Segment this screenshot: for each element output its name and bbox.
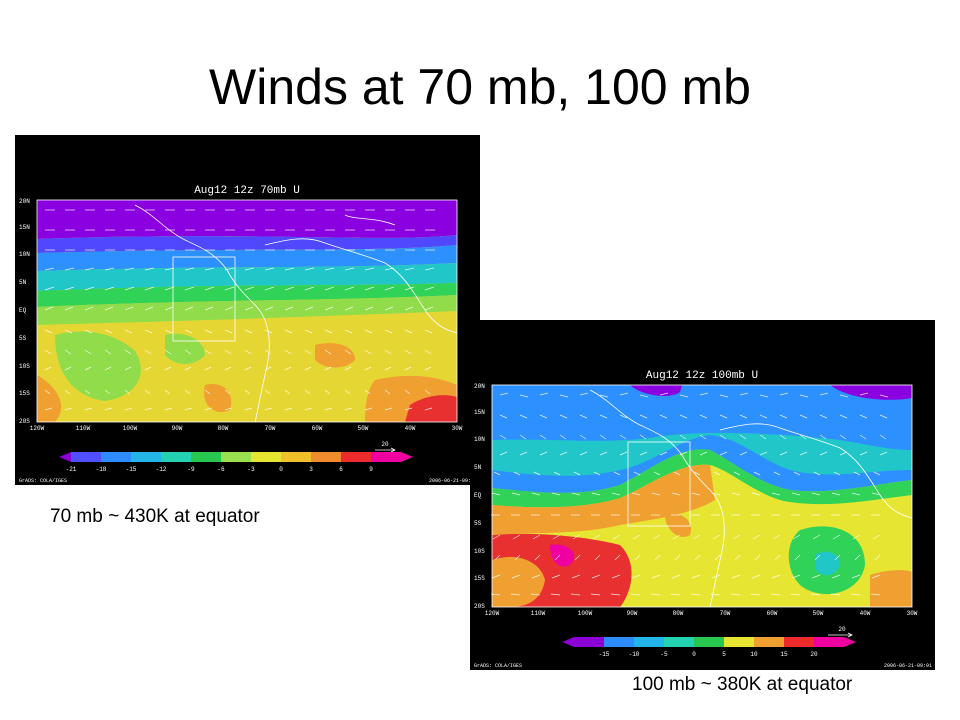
svg-text:5S: 5S	[19, 335, 27, 342]
svg-text:90W: 90W	[172, 425, 183, 432]
svg-text:60W: 60W	[767, 610, 778, 617]
svg-text:80W: 80W	[673, 610, 684, 617]
map-area	[490, 384, 913, 608]
svg-text:15: 15	[780, 651, 788, 658]
map-panel-100mb: Aug12 12z 100mb U	[470, 320, 935, 670]
svg-text:20: 20	[381, 441, 389, 448]
svg-text:-15: -15	[126, 466, 137, 473]
svg-text:40W: 40W	[405, 425, 416, 432]
lon-axis: 120W 110W 100W 90W 80W 70W 60W 50W 40W 3…	[30, 425, 463, 432]
svg-text:-21: -21	[66, 466, 77, 473]
footer-left: GrADS: COLA/IGES	[19, 478, 67, 484]
caption-100mb: 100 mb ~ 380K at equator	[632, 674, 853, 695]
svg-text:-18: -18	[96, 466, 107, 473]
svg-text:0: 0	[279, 466, 283, 473]
svg-text:120W: 120W	[30, 425, 45, 432]
svg-text:110W: 110W	[76, 425, 91, 432]
svg-text:-10: -10	[629, 651, 640, 658]
svg-text:15N: 15N	[474, 409, 485, 416]
lat-axis: 20N 15N 10N 5N EQ 5S 10S 15S 20S	[474, 383, 485, 610]
svg-text:0: 0	[692, 651, 696, 658]
lon-axis: 120W 110W 100W 90W 80W 70W 60W 50W 40W 3…	[485, 610, 918, 617]
svg-text:100W: 100W	[123, 425, 138, 432]
svg-text:20N: 20N	[19, 198, 30, 205]
svg-text:70W: 70W	[265, 425, 276, 432]
svg-text:-3: -3	[247, 466, 255, 473]
svg-text:6: 6	[339, 466, 343, 473]
svg-text:EQ: EQ	[19, 307, 27, 314]
svg-text:-6: -6	[217, 466, 225, 473]
svg-text:30W: 30W	[452, 425, 463, 432]
svg-text:5N: 5N	[19, 279, 27, 286]
svg-text:3: 3	[309, 466, 313, 473]
svg-text:15N: 15N	[19, 224, 30, 231]
svg-text:10S: 10S	[474, 548, 485, 555]
svg-text:-5: -5	[660, 651, 668, 658]
svg-text:10N: 10N	[19, 251, 30, 258]
svg-text:10N: 10N	[474, 436, 485, 443]
svg-text:10: 10	[750, 651, 758, 658]
reference-vector: 20	[375, 441, 396, 453]
svg-text:20: 20	[810, 651, 818, 658]
svg-text:15S: 15S	[19, 390, 30, 397]
svg-text:120W: 120W	[485, 610, 500, 617]
svg-text:-15: -15	[599, 651, 610, 658]
footer-right: 2006-06-21-09:04	[429, 478, 477, 484]
svg-text:15S: 15S	[474, 575, 485, 582]
svg-text:40W: 40W	[860, 610, 871, 617]
svg-text:5: 5	[722, 651, 726, 658]
svg-text:60W: 60W	[312, 425, 323, 432]
svg-text:5N: 5N	[474, 464, 482, 471]
colorbar: -15 -10 -5 0 5 10 15 20	[562, 637, 856, 658]
wind-map-70mb: Aug12 12z 70mb U	[19, 185, 477, 484]
svg-text:80W: 80W	[218, 425, 229, 432]
svg-text:30W: 30W	[907, 610, 918, 617]
svg-text:90W: 90W	[627, 610, 638, 617]
wind-map-100mb: Aug12 12z 100mb U	[474, 370, 932, 669]
svg-text:5S: 5S	[474, 520, 482, 527]
svg-text:-9: -9	[187, 466, 195, 473]
slide-title: Winds at 70 mb, 100 mb	[209, 59, 751, 115]
svg-text:100W: 100W	[578, 610, 593, 617]
colorbar: -21 -18 -15 -12 -9 -6 -3 0 3 6 9	[59, 452, 413, 473]
svg-text:9: 9	[369, 466, 373, 473]
svg-text:110W: 110W	[531, 610, 546, 617]
svg-text:EQ: EQ	[474, 492, 482, 499]
caption-70mb: 70 mb ~ 430K at equator	[50, 506, 260, 527]
map-area	[36, 199, 458, 423]
svg-text:20: 20	[838, 626, 846, 633]
reference-vector: 20	[828, 626, 853, 638]
svg-text:70W: 70W	[720, 610, 731, 617]
plot-title: Aug12 12z 100mb U	[646, 370, 758, 382]
map-panel-70mb: Aug12 12z 70mb U	[15, 135, 480, 485]
footer-left: GrADS: COLA/IGES	[474, 663, 522, 669]
svg-text:50W: 50W	[813, 610, 824, 617]
plot-title: Aug12 12z 70mb U	[194, 185, 300, 197]
svg-text:20S: 20S	[19, 418, 30, 425]
svg-text:50W: 50W	[358, 425, 369, 432]
svg-text:10S: 10S	[19, 363, 30, 370]
svg-text:-12: -12	[156, 466, 167, 473]
footer-right: 2006-06-21-09:01	[884, 663, 932, 669]
svg-text:20N: 20N	[474, 383, 485, 390]
lat-axis: 20N 15N 10N 5N EQ 5S 10S 15S 20S	[19, 198, 30, 425]
svg-text:20S: 20S	[474, 603, 485, 610]
